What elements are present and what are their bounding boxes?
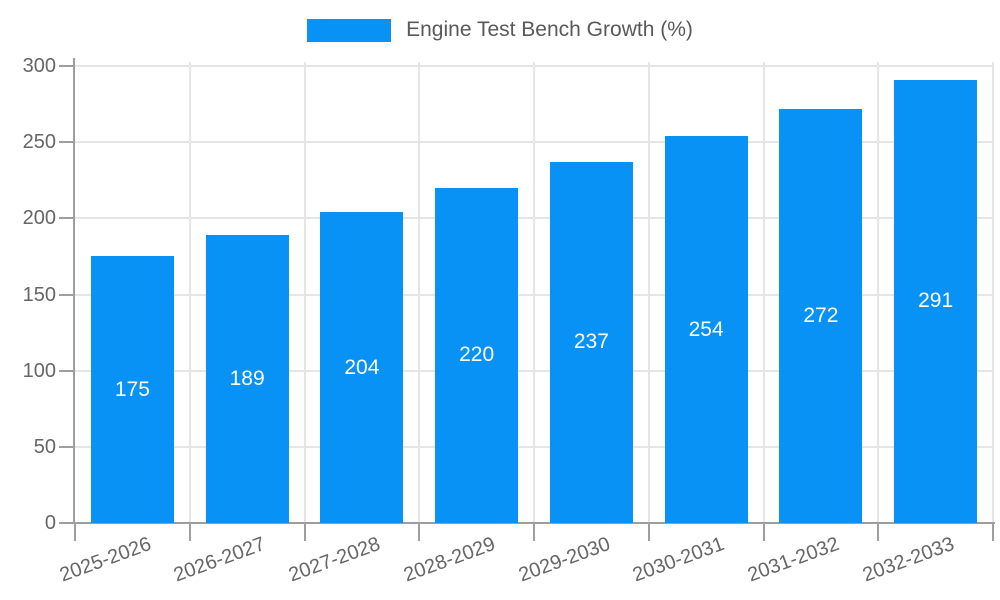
gridline-vertical — [877, 62, 880, 523]
x-tick — [762, 523, 765, 541]
x-tick — [418, 523, 421, 541]
x-tick-label: 2032-2033 — [859, 533, 958, 587]
bar-value-label: 189 — [229, 367, 265, 391]
bar-value-label: 220 — [459, 343, 495, 367]
y-tick-label: 200 — [22, 207, 56, 230]
x-tick — [877, 523, 880, 541]
gridline-vertical — [992, 62, 994, 523]
bar[interactable] — [435, 187, 519, 523]
y-tick — [59, 293, 75, 296]
bar-value-label: 291 — [918, 289, 954, 313]
gridline-vertical — [418, 62, 421, 523]
bar[interactable] — [205, 235, 289, 523]
x-tick-label: 2030-2031 — [630, 533, 728, 587]
gridline-vertical — [762, 62, 765, 523]
y-tick — [59, 65, 75, 67]
bar[interactable] — [320, 212, 404, 523]
x-tick — [533, 523, 535, 541]
y-tick — [59, 369, 75, 372]
bar-value-label: 237 — [573, 330, 609, 354]
x-tick — [74, 523, 76, 541]
y-tick — [59, 217, 75, 220]
y-tick — [59, 141, 75, 144]
y-tick — [59, 445, 75, 448]
y-tick-label: 300 — [22, 55, 56, 77]
bar[interactable] — [664, 136, 748, 523]
y-tick-label: 100 — [22, 359, 56, 382]
bar-value-label: 272 — [803, 303, 839, 327]
bar-value-label: 175 — [114, 377, 150, 401]
x-tick — [647, 523, 650, 541]
y-tick-label: 50 — [33, 435, 56, 458]
legend-item[interactable]: Engine Test Bench Growth (%) — [307, 18, 693, 42]
gridline-vertical — [188, 62, 191, 523]
bar[interactable] — [894, 79, 978, 523]
x-tick — [188, 523, 191, 541]
gridline-vertical — [647, 62, 650, 523]
x-tick — [303, 523, 306, 541]
x-tick — [992, 523, 994, 541]
gridline-vertical — [533, 62, 535, 523]
chart-legend: Engine Test Bench Growth (%) — [0, 18, 1000, 42]
y-tick-label: 250 — [22, 131, 56, 154]
bar-value-label: 204 — [344, 355, 380, 379]
x-tick-label: 2031-2032 — [744, 533, 843, 587]
bar[interactable] — [549, 161, 633, 523]
y-axis-line — [73, 58, 75, 523]
legend-label: Engine Test Bench Growth (%) — [406, 18, 693, 41]
bar[interactable] — [90, 256, 174, 523]
legend-swatch — [307, 18, 392, 42]
gridline-vertical — [303, 62, 306, 523]
x-tick-label: 2025-2026 — [56, 533, 154, 587]
x-tick-label: 2026-2027 — [171, 533, 269, 587]
bar-value-label: 254 — [688, 317, 724, 341]
x-tick-label: 2029-2030 — [515, 533, 613, 587]
y-tick-label: 0 — [44, 512, 56, 534]
y-tick-label: 150 — [22, 283, 56, 306]
x-tick-label: 2028-2029 — [400, 533, 499, 587]
bar[interactable] — [779, 108, 863, 523]
x-tick-label: 2027-2028 — [285, 533, 384, 587]
y-tick — [59, 522, 75, 524]
